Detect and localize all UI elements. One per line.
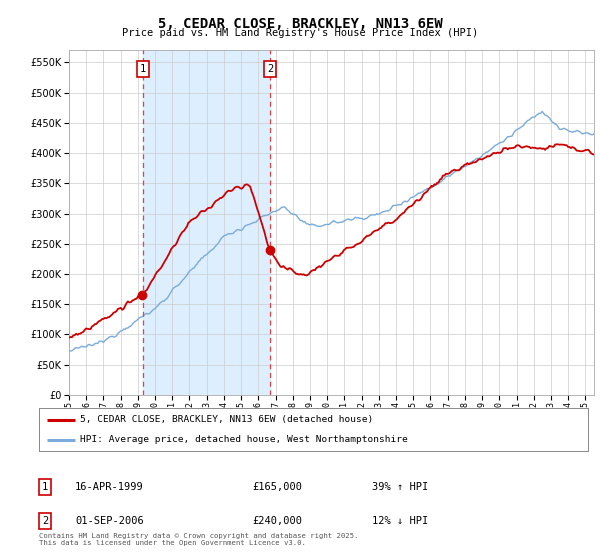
Text: 2: 2 <box>267 64 273 74</box>
Text: 1: 1 <box>42 482 48 492</box>
Text: Price paid vs. HM Land Registry's House Price Index (HPI): Price paid vs. HM Land Registry's House … <box>122 28 478 38</box>
Text: 01-SEP-2006: 01-SEP-2006 <box>75 516 144 526</box>
Text: 5, CEDAR CLOSE, BRACKLEY, NN13 6EW: 5, CEDAR CLOSE, BRACKLEY, NN13 6EW <box>158 17 442 31</box>
Text: 5, CEDAR CLOSE, BRACKLEY, NN13 6EW (detached house): 5, CEDAR CLOSE, BRACKLEY, NN13 6EW (deta… <box>80 416 373 424</box>
Text: 16-APR-1999: 16-APR-1999 <box>75 482 144 492</box>
Text: 39% ↑ HPI: 39% ↑ HPI <box>372 482 428 492</box>
Text: 2: 2 <box>42 516 48 526</box>
Text: £240,000: £240,000 <box>252 516 302 526</box>
Text: HPI: Average price, detached house, West Northamptonshire: HPI: Average price, detached house, West… <box>80 435 408 444</box>
Text: 1: 1 <box>140 64 146 74</box>
Text: £165,000: £165,000 <box>252 482 302 492</box>
Bar <box>143 50 270 395</box>
Text: 12% ↓ HPI: 12% ↓ HPI <box>372 516 428 526</box>
Text: Contains HM Land Registry data © Crown copyright and database right 2025.
This d: Contains HM Land Registry data © Crown c… <box>39 533 358 546</box>
